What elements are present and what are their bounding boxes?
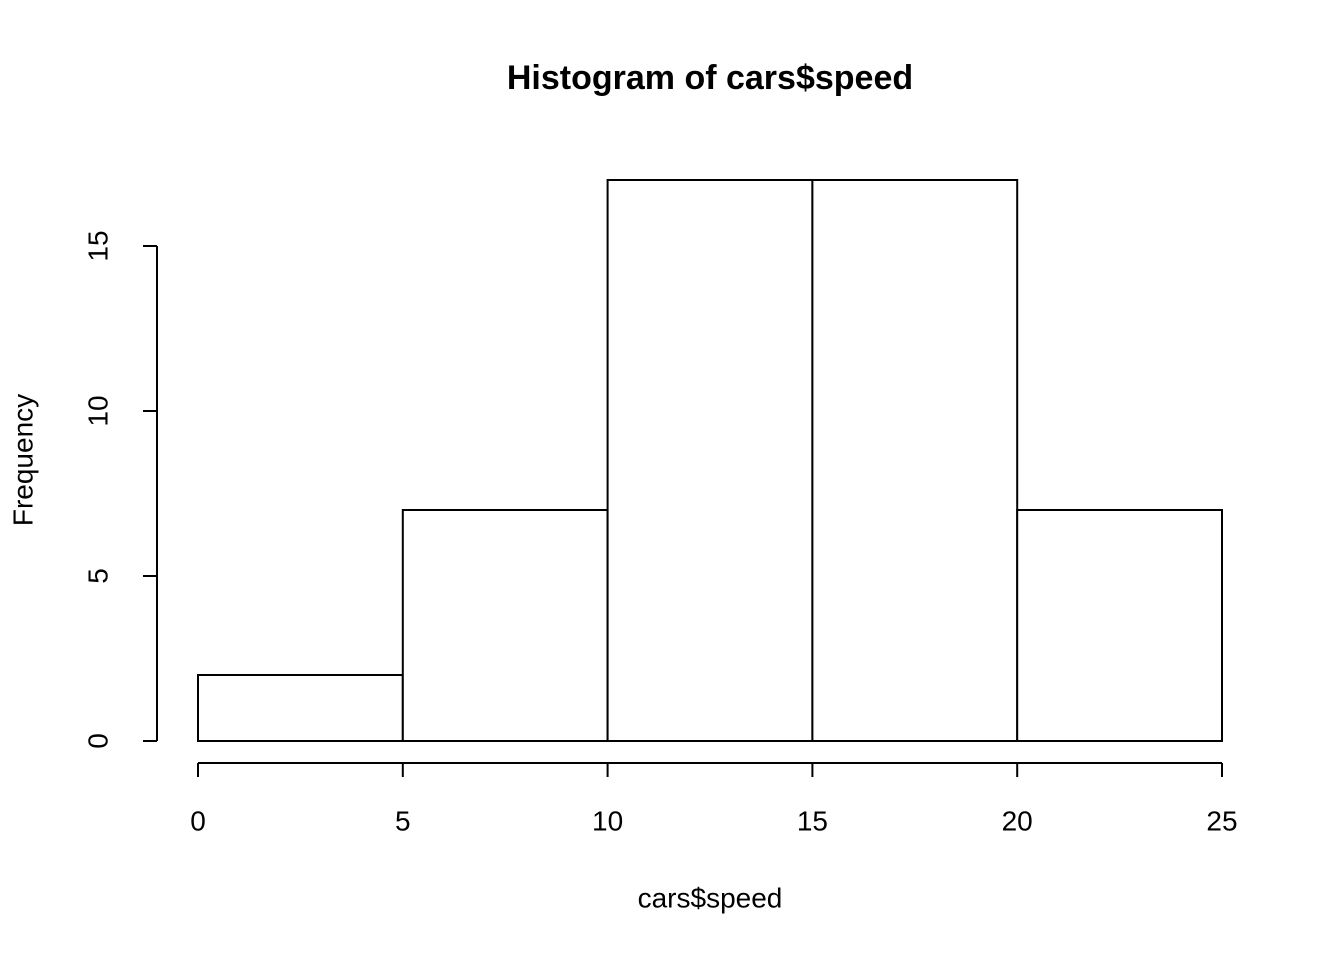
y-tick-label: 10 <box>82 395 113 426</box>
bar <box>1016 509 1224 742</box>
y-tick-label: 0 <box>82 733 113 749</box>
bar <box>811 179 1019 742</box>
y-axis-label: Frequency <box>7 394 38 526</box>
x-tick-label: 25 <box>1206 805 1237 836</box>
y-tick-label: 5 <box>82 568 113 584</box>
x-axis-label: cars$speed <box>638 882 783 913</box>
x-tick-label: 0 <box>190 805 206 836</box>
x-tick-label: 15 <box>797 805 828 836</box>
bar <box>606 179 814 742</box>
x-tick-label: 5 <box>395 805 411 836</box>
bar <box>197 674 404 742</box>
y-tick-label: 15 <box>82 230 113 261</box>
bar <box>401 509 609 742</box>
x-tick-label: 20 <box>1002 805 1033 836</box>
x-tick-label: 10 <box>592 805 623 836</box>
chart-title: Histogram of cars$speed <box>507 59 913 97</box>
